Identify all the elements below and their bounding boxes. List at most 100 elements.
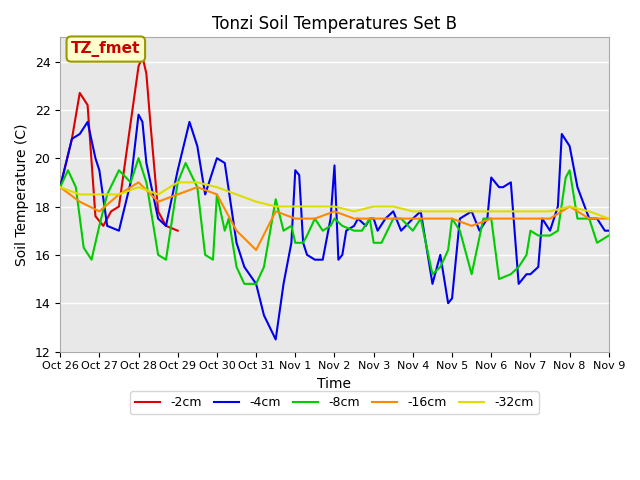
-8cm [488,216,495,221]
-16cm [95,208,103,214]
-16cm [409,216,417,221]
-16cm [174,192,182,197]
Line: -8cm: -8cm [60,158,609,284]
-4cm [558,131,566,137]
-32cm [370,204,378,209]
-16cm [311,216,319,221]
-2cm [92,213,99,219]
-32cm [311,204,319,209]
-8cm [134,156,142,161]
-32cm [546,208,554,214]
-8cm [127,180,134,185]
-32cm [134,184,142,190]
-8cm [605,233,612,239]
-2cm [99,223,107,229]
-4cm [134,112,142,118]
-32cm [331,204,339,209]
-16cm [488,216,495,221]
-16cm [350,216,358,221]
-16cm [468,223,476,229]
-2cm [84,102,92,108]
Legend: -2cm, -4cm, -8cm, -16cm, -32cm: -2cm, -4cm, -8cm, -16cm, -32cm [131,391,539,414]
-16cm [233,228,241,234]
-32cm [154,192,162,197]
-32cm [566,204,573,209]
-32cm [56,184,64,190]
-2cm [154,208,162,214]
-32cm [586,208,593,214]
-2cm [147,119,154,125]
Line: -32cm: -32cm [60,182,609,218]
-16cm [507,216,515,221]
Title: Tonzi Soil Temperatures Set B: Tonzi Soil Temperatures Set B [212,15,457,33]
-2cm [56,184,64,190]
-8cm [241,281,248,287]
-32cm [76,192,84,197]
-8cm [56,184,64,190]
-16cm [605,216,612,221]
-16cm [546,216,554,221]
-2cm [139,54,147,60]
-2cm [162,223,170,229]
-32cm [233,192,241,197]
-32cm [95,192,103,197]
-32cm [409,208,417,214]
-16cm [252,247,260,253]
Line: -4cm: -4cm [60,115,609,339]
-2cm [76,90,84,96]
-32cm [488,208,495,214]
-2cm [115,204,123,209]
-2cm [108,208,115,214]
-8cm [319,228,326,234]
-32cm [174,180,182,185]
-32cm [429,208,436,214]
-32cm [527,208,534,214]
-4cm [605,228,612,234]
-16cm [370,216,378,221]
-16cm [115,192,123,197]
-4cm [56,184,64,190]
-2cm [174,228,182,234]
-2cm [143,71,150,76]
-4cm [495,184,503,190]
-4cm [272,336,280,342]
Line: -2cm: -2cm [60,57,178,231]
-32cm [468,208,476,214]
-32cm [252,199,260,204]
-32cm [389,204,397,209]
-8cm [95,223,103,229]
Y-axis label: Soil Temperature (C): Soil Temperature (C) [15,123,29,266]
-16cm [154,199,162,204]
-32cm [291,204,299,209]
-32cm [115,192,123,197]
-32cm [605,216,612,221]
-16cm [429,216,436,221]
-16cm [331,208,339,214]
X-axis label: Time: Time [317,377,351,391]
-32cm [448,208,456,214]
-8cm [566,168,573,173]
-16cm [76,199,84,204]
-16cm [291,216,299,221]
Line: -16cm: -16cm [60,182,609,250]
-16cm [134,180,142,185]
-32cm [350,208,358,214]
-16cm [586,216,593,221]
-16cm [566,204,573,209]
-16cm [527,216,534,221]
-4cm [103,223,111,229]
-16cm [389,216,397,221]
-16cm [213,192,221,197]
-32cm [213,184,221,190]
-4cm [527,271,534,277]
-32cm [193,180,201,185]
-16cm [272,208,280,214]
-2cm [68,136,76,142]
-4cm [507,180,515,185]
-16cm [56,184,64,190]
-16cm [448,216,456,221]
Text: TZ_fmet: TZ_fmet [71,41,141,57]
-32cm [507,208,515,214]
-8cm [300,240,307,246]
-2cm [134,63,142,69]
